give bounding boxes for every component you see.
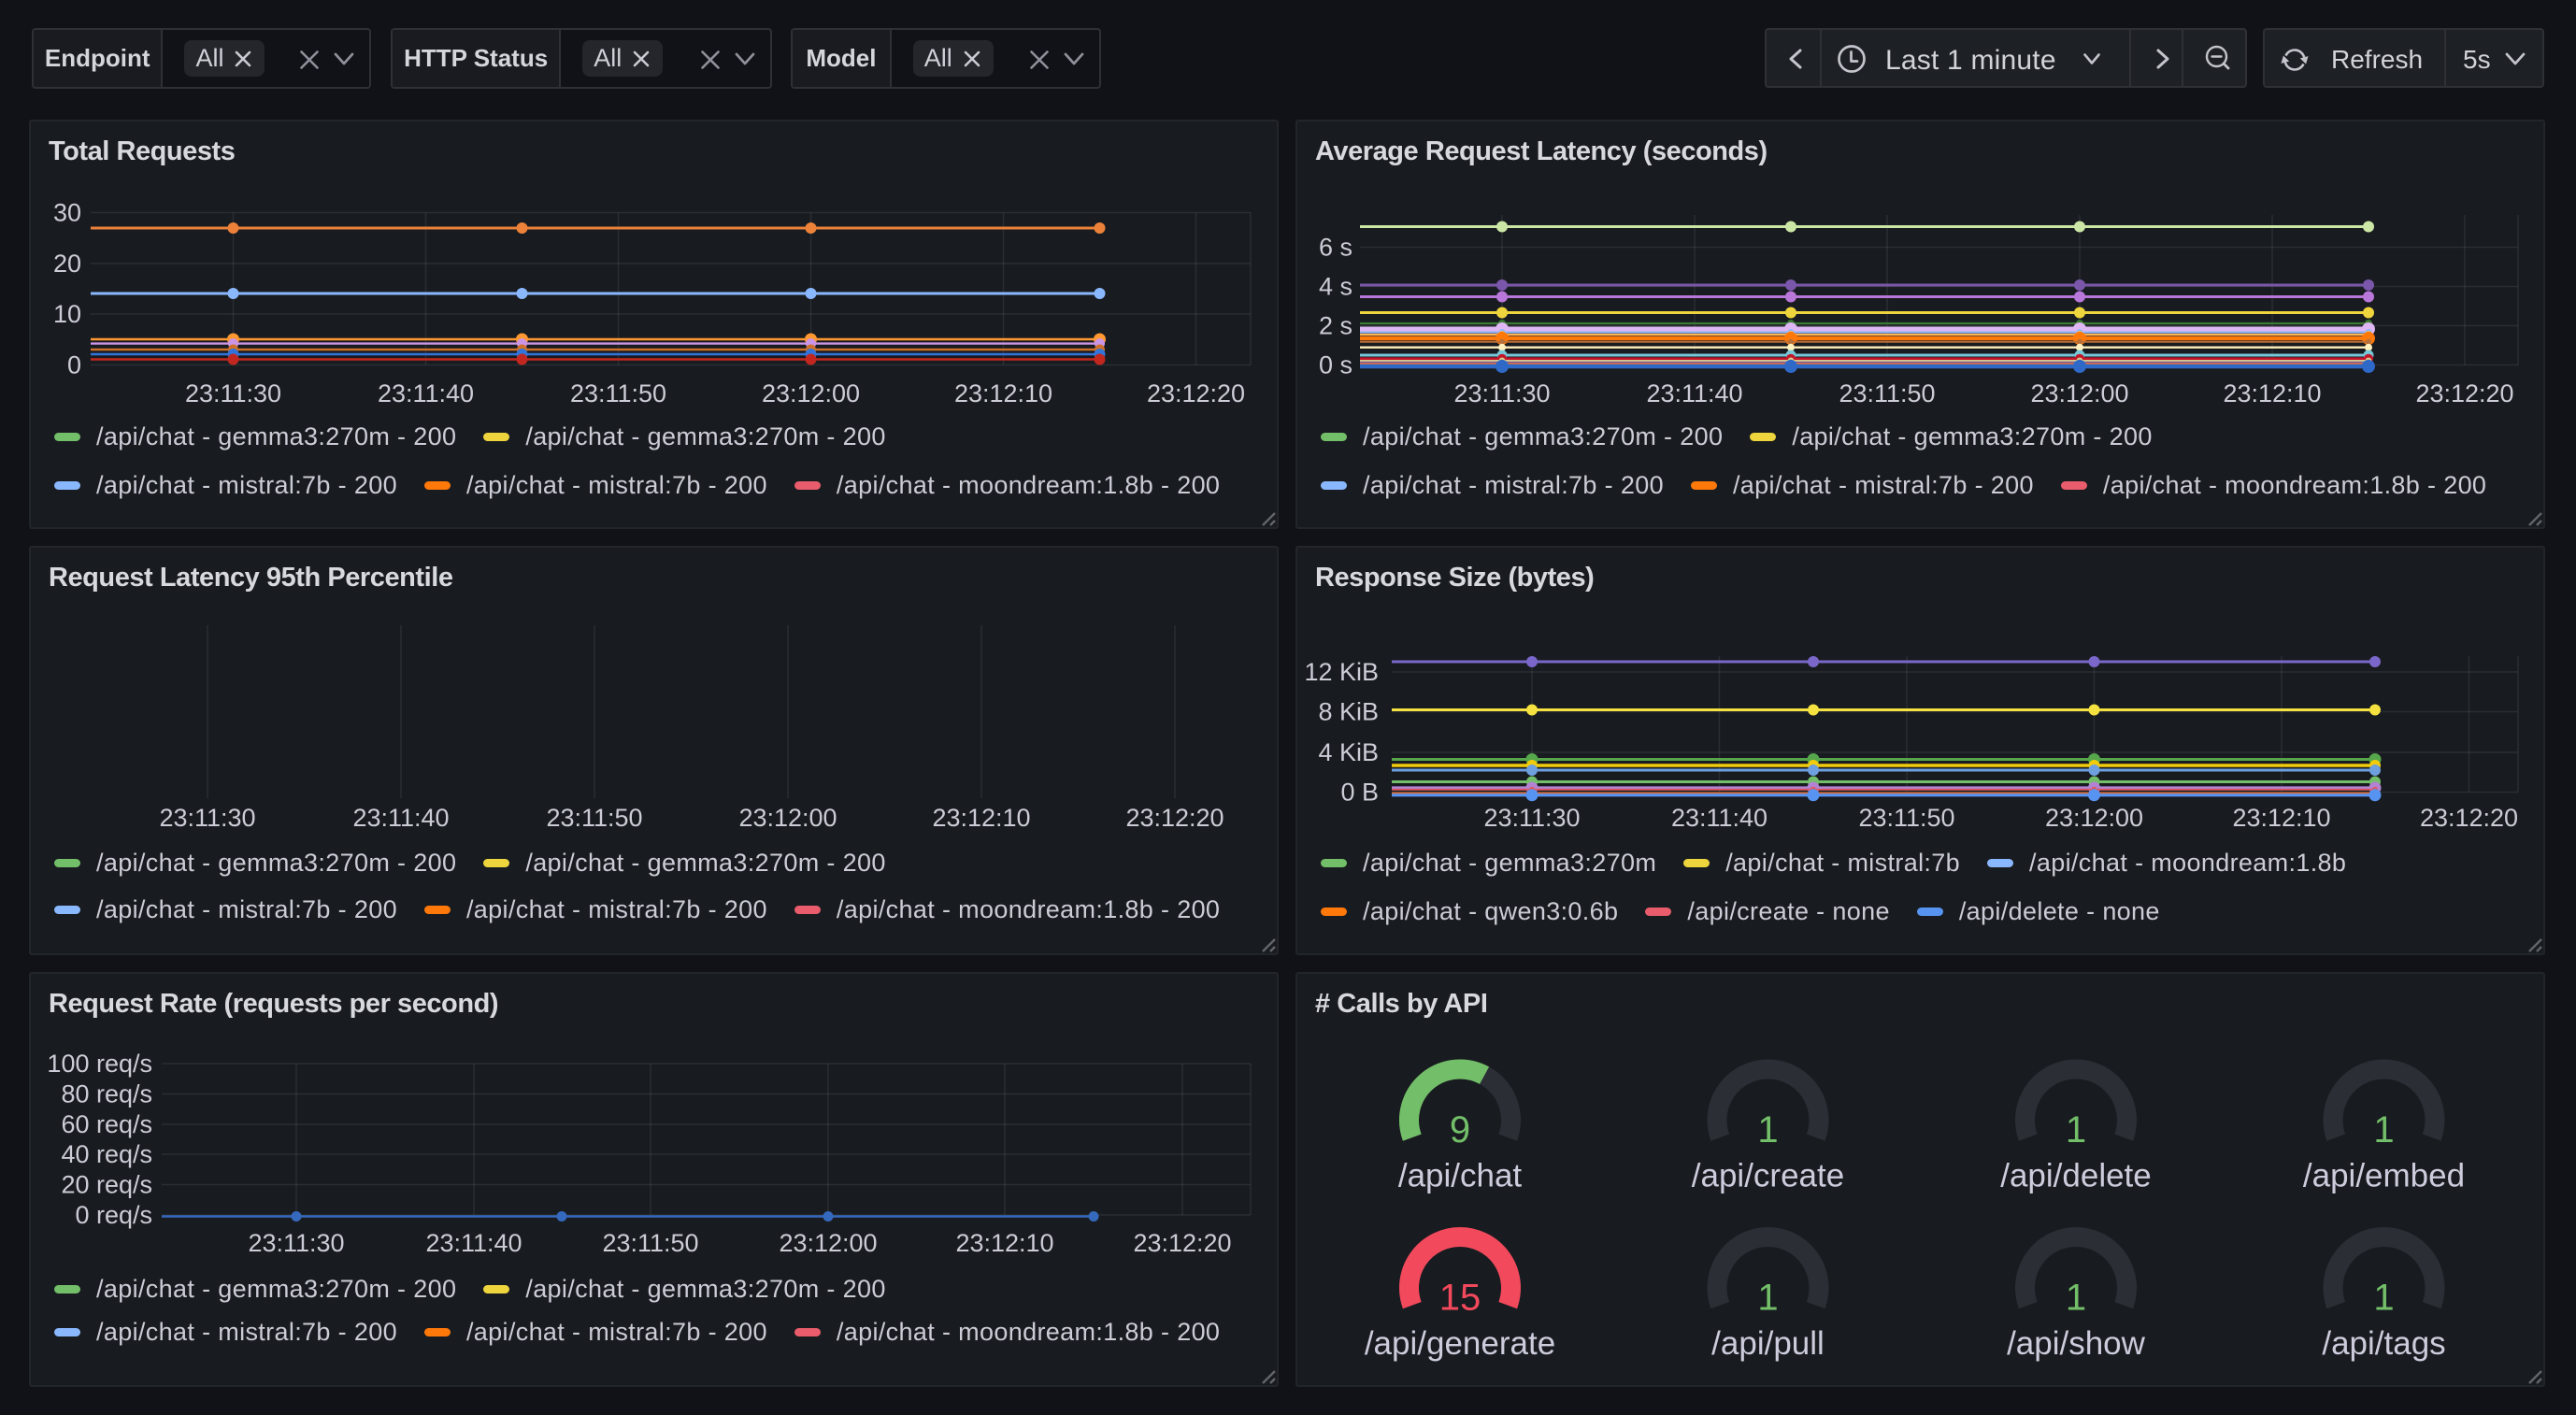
svg-text:20 req/s: 20 req/s [61, 1171, 152, 1199]
svg-text:/api/embed: /api/embed [2303, 1158, 2465, 1194]
svg-text:23:11:30: 23:11:30 [1453, 379, 1550, 407]
svg-text:23:12:20: 23:12:20 [2415, 379, 2513, 407]
svg-text:23:12:10: 23:12:10 [932, 804, 1030, 832]
svg-text:Refresh: Refresh [2331, 45, 2423, 74]
svg-text:23:12:10: 23:12:10 [955, 1229, 1053, 1257]
svg-text:23:12:00: 23:12:00 [2030, 379, 2128, 407]
svg-text:15: 15 [1439, 1278, 1481, 1319]
svg-text:23:12:10: 23:12:10 [2232, 804, 2330, 832]
svg-text:6 s: 6 s [1319, 234, 1352, 262]
svg-text:/api/pull: /api/pull [1711, 1325, 1825, 1362]
svg-text:23:11:30: 23:11:30 [248, 1229, 344, 1257]
svg-text:23:12:00: 23:12:00 [2045, 804, 2143, 832]
svg-text:0 req/s: 0 req/s [75, 1201, 152, 1229]
svg-text:23:11:40: 23:11:40 [352, 804, 449, 832]
svg-text:8 KiB: 8 KiB [1318, 698, 1379, 726]
svg-text:23:11:40: 23:11:40 [378, 379, 474, 407]
svg-text:23:11:40: 23:11:40 [1671, 804, 1767, 832]
svg-text:80 req/s: 80 req/s [61, 1080, 152, 1108]
svg-text:5s: 5s [2463, 45, 2491, 74]
svg-text:1: 1 [1757, 1278, 1778, 1319]
svg-text:2 s: 2 s [1319, 312, 1352, 340]
svg-text:1: 1 [2066, 1278, 2086, 1319]
svg-text:4 KiB: 4 KiB [1318, 738, 1379, 766]
svg-text:100 req/s: 100 req/s [47, 1050, 152, 1078]
svg-text:23:11:30: 23:11:30 [185, 379, 281, 407]
svg-text:23:11:50: 23:11:50 [602, 1229, 698, 1257]
svg-text:/api/chat: /api/chat [1398, 1158, 1523, 1194]
svg-text:23:12:10: 23:12:10 [954, 379, 1052, 407]
svg-text:23:11:50: 23:11:50 [546, 804, 642, 832]
svg-text:60 req/s: 60 req/s [61, 1110, 152, 1138]
svg-text:23:12:20: 23:12:20 [1133, 1229, 1231, 1257]
svg-text:Last 1 minute: Last 1 minute [1885, 45, 2056, 76]
svg-text:23:11:50: 23:11:50 [1839, 379, 1935, 407]
svg-text:12 KiB: 12 KiB [1304, 658, 1379, 686]
svg-text:23:12:00: 23:12:00 [738, 804, 837, 832]
svg-text:4 s: 4 s [1319, 273, 1352, 301]
svg-text:23:11:50: 23:11:50 [570, 379, 666, 407]
svg-text:23:11:40: 23:11:40 [1646, 379, 1742, 407]
svg-text:/api/create: /api/create [1692, 1158, 1844, 1194]
svg-text:0: 0 [67, 351, 81, 379]
svg-text:/api/show: /api/show [2007, 1325, 2146, 1362]
svg-text:23:11:30: 23:11:30 [159, 804, 255, 832]
svg-text:20: 20 [53, 250, 81, 278]
svg-text:/api/delete: /api/delete [2000, 1158, 2152, 1194]
svg-text:23:12:20: 23:12:20 [1147, 379, 1245, 407]
svg-text:1: 1 [2066, 1109, 2086, 1151]
svg-text:9: 9 [1450, 1109, 1470, 1151]
svg-text:23:12:20: 23:12:20 [2420, 804, 2518, 832]
svg-text:0 B: 0 B [1340, 779, 1379, 807]
svg-text:40 req/s: 40 req/s [61, 1140, 152, 1168]
svg-text:23:12:00: 23:12:00 [779, 1229, 877, 1257]
svg-text:23:11:40: 23:11:40 [425, 1229, 522, 1257]
svg-text:/api/generate: /api/generate [1365, 1325, 1555, 1362]
svg-text:10: 10 [53, 300, 81, 328]
svg-text:23:12:00: 23:12:00 [762, 379, 860, 407]
svg-text:30: 30 [53, 199, 81, 227]
svg-text:/api/tags: /api/tags [2322, 1325, 2445, 1362]
svg-text:0 s: 0 s [1319, 351, 1352, 379]
svg-text:23:11:30: 23:11:30 [1483, 804, 1580, 832]
svg-text:1: 1 [2373, 1278, 2394, 1319]
svg-text:23:12:10: 23:12:10 [2223, 379, 2321, 407]
svg-text:1: 1 [1757, 1109, 1778, 1151]
svg-text:1: 1 [2373, 1109, 2394, 1151]
svg-text:23:11:50: 23:11:50 [1858, 804, 1954, 832]
svg-text:23:12:20: 23:12:20 [1125, 804, 1224, 832]
